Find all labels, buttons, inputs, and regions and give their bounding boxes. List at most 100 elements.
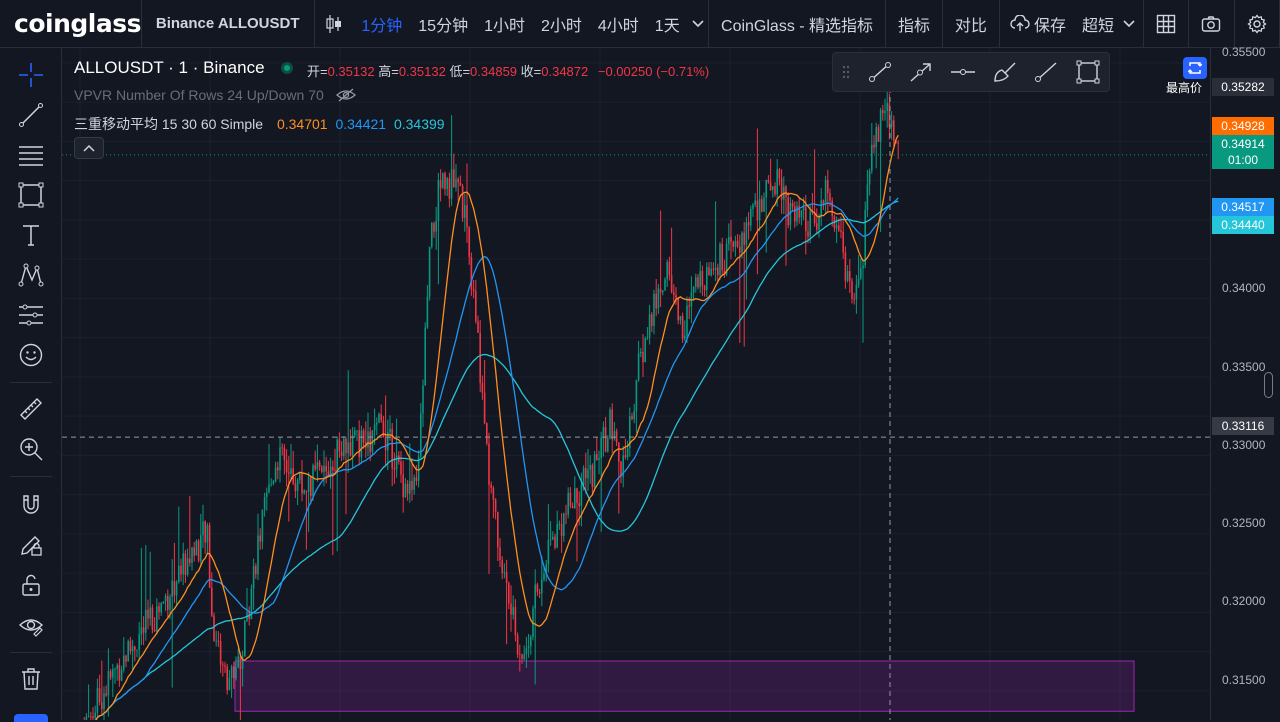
candle-body — [844, 252, 847, 281]
candle-body — [325, 465, 327, 472]
candle-body — [446, 178, 448, 190]
candle-body — [244, 620, 246, 657]
symbol-search-button[interactable]: Binance ALLOUSDT — [155, 15, 300, 32]
drag-handle-icon[interactable] — [833, 52, 859, 92]
candle-body — [563, 513, 565, 537]
fib-lines-icon[interactable] — [14, 138, 48, 172]
symbol-legend[interactable]: ALLOUSDT · 1 · Binance — [74, 58, 293, 78]
candle-body — [774, 186, 776, 195]
candle-body — [560, 524, 563, 537]
candle-body — [820, 200, 822, 217]
stay-in-drawing-mode-icon[interactable] — [14, 528, 48, 562]
hidden-eye-icon[interactable] — [335, 88, 356, 102]
candle-body — [233, 666, 235, 679]
magnet-icon[interactable] — [14, 488, 48, 522]
candle-body — [189, 558, 191, 563]
object-tree-tab[interactable] — [14, 714, 48, 722]
candlesticks — [83, 85, 899, 720]
price-axis[interactable] — [1210, 48, 1280, 720]
ma-legend[interactable]: 三重移动平均 15 30 60 Simple 0.34701 0.34421 0… — [74, 114, 445, 134]
interval-15m[interactable]: 15分钟 — [418, 17, 469, 35]
candle-body — [534, 584, 536, 609]
candle-body — [85, 716, 88, 720]
candle-body — [510, 603, 512, 615]
interval-1d[interactable]: 1天 — [654, 17, 680, 35]
cloud-upload-icon[interactable] — [1008, 0, 1032, 48]
candle-body — [523, 654, 525, 659]
coinglass-logo[interactable]: coinglass — [14, 9, 141, 38]
candle-body — [151, 607, 154, 630]
candle-body — [543, 573, 545, 580]
grid-layout-icon[interactable] — [1144, 0, 1188, 48]
zoom-in-icon[interactable] — [14, 432, 48, 466]
candle-body — [776, 169, 778, 195]
candle-body — [382, 420, 385, 438]
candle-body — [338, 439, 341, 452]
candle-body — [851, 280, 853, 299]
text-tool-icon[interactable] — [14, 218, 48, 252]
layout-dropdown-chevron-icon[interactable] — [1122, 0, 1137, 48]
trend-line-icon[interactable] — [14, 98, 48, 132]
drawing-toolbar — [0, 48, 62, 722]
indicators-button[interactable]: 指标 — [897, 17, 930, 35]
compare-button[interactable]: 对比 — [954, 17, 987, 35]
rectangle-shape-icon[interactable] — [14, 178, 48, 212]
candle-body — [424, 327, 426, 386]
candle-body — [314, 465, 316, 470]
candle-body — [730, 236, 732, 242]
interval-1m[interactable]: 1分钟 — [361, 17, 403, 35]
candle-body — [457, 178, 459, 183]
featured-indicators-button[interactable]: CoinGlass - 精选指标 — [721, 17, 874, 35]
forecast-tool-icon[interactable] — [14, 298, 48, 332]
ruler-measure-icon[interactable] — [14, 392, 48, 426]
arrow-tool-icon[interactable] — [901, 52, 943, 92]
candle-body — [470, 257, 473, 290]
candle-body — [90, 716, 92, 718]
trend-line-tool-icon[interactable] — [859, 52, 901, 92]
brush-tool-icon[interactable] — [984, 52, 1026, 92]
price-chart-canvas[interactable] — [62, 48, 1210, 720]
candle-body — [736, 240, 739, 247]
legend-collapse-button[interactable] — [74, 137, 104, 159]
interval-4h[interactable]: 4小时 — [597, 17, 639, 35]
camera-icon[interactable] — [1189, 0, 1233, 48]
horizontal-line-tool-icon[interactable] — [942, 52, 984, 92]
crosshair-icon[interactable] — [14, 58, 48, 92]
candle-body — [618, 442, 620, 462]
candle-body — [602, 426, 605, 438]
trash-delete-icon[interactable] — [14, 662, 48, 696]
candle-body — [272, 481, 275, 484]
candle-body — [195, 540, 198, 556]
candle-body — [827, 180, 829, 194]
candle-body — [149, 607, 151, 619]
candle-body — [545, 564, 547, 574]
pattern-tool-icon[interactable] — [14, 258, 48, 292]
eye-visibility-icon[interactable] — [14, 608, 48, 642]
candle-body — [96, 688, 99, 713]
auto-scale-button[interactable] — [1183, 57, 1207, 79]
chart-type-candles-icon[interactable] — [314, 0, 353, 48]
candle-body — [257, 535, 259, 575]
layout-name-button[interactable]: 超短 — [1081, 17, 1114, 35]
settings-gear-icon[interactable] — [1235, 0, 1279, 48]
axis-scroll-handle[interactable] — [1264, 372, 1273, 398]
lock-open-icon[interactable] — [14, 568, 48, 602]
candle-body — [508, 582, 510, 604]
candle-body — [285, 459, 288, 473]
interval-1h[interactable]: 1小时 — [484, 17, 525, 35]
save-button[interactable]: 保存 — [1033, 17, 1066, 35]
candle-body — [648, 314, 651, 338]
candle-body — [107, 671, 110, 696]
rectangle-tool-icon[interactable] — [1067, 52, 1109, 92]
interval-dropdown-chevron-icon[interactable] — [688, 0, 708, 48]
vpvr-legend[interactable]: VPVR Number Of Rows 24 Up/Down 70 — [74, 87, 356, 103]
ray-tool-icon[interactable] — [1026, 52, 1068, 92]
emoji-smile-icon[interactable] — [14, 338, 48, 372]
candle-body — [794, 206, 796, 222]
candle-body — [525, 648, 528, 655]
high-price-label: 最高价 — [1166, 81, 1203, 95]
interval-2h[interactable]: 2小时 — [540, 17, 582, 35]
candle-body — [743, 232, 745, 245]
candle-body — [224, 665, 226, 667]
candle-body — [167, 595, 169, 610]
